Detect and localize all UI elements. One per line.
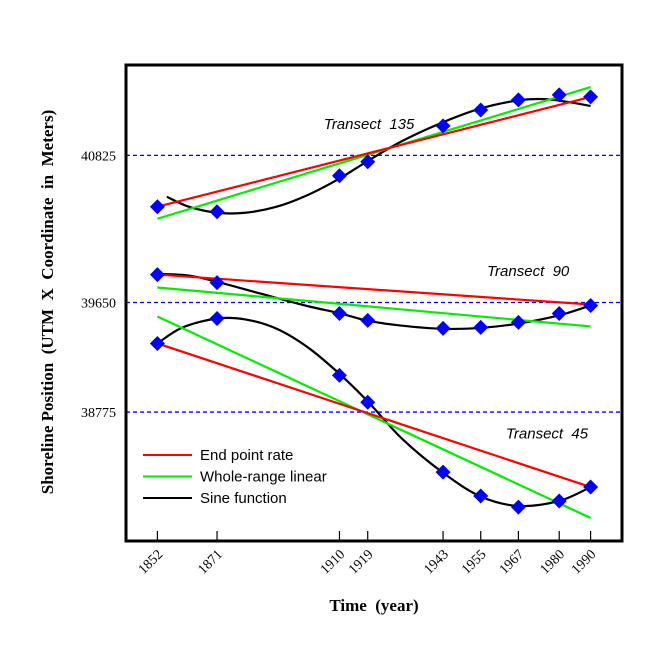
data-point-marker xyxy=(510,92,526,108)
end-point-rate-line xyxy=(157,273,591,306)
y-axis-tick-labels: 40825 39650 38775 xyxy=(81,149,116,421)
data-point-marker xyxy=(360,312,376,328)
data-point-marker xyxy=(583,89,599,105)
data-point-marker xyxy=(551,306,567,322)
data-point-marker xyxy=(360,394,376,410)
data-point-marker xyxy=(510,499,526,515)
x-tick-label: 1990 xyxy=(569,547,599,577)
legend-label: Sine function xyxy=(200,490,287,507)
x-axis-title: Time (year) xyxy=(329,596,418,615)
transect-series xyxy=(156,315,592,519)
whole-range-linear-line xyxy=(156,315,592,519)
x-tick-label: 1871 xyxy=(195,547,225,577)
transect-label: Transect 90 xyxy=(487,263,570,280)
data-point-marker xyxy=(551,87,567,103)
legend: End point rate Whole-range linear Sine fun… xyxy=(143,447,327,507)
legend-label: End point rate xyxy=(200,447,293,464)
reference-lines xyxy=(126,154,622,413)
data-point-marker xyxy=(435,464,451,480)
x-tick-label: 1943 xyxy=(421,547,451,577)
transect-label: Transect 45 xyxy=(506,425,589,442)
x-axis-ticks xyxy=(156,531,592,541)
end-point-rate-line xyxy=(157,342,591,489)
y-tick-label: 38775 xyxy=(81,406,116,421)
data-point-marker xyxy=(331,168,347,184)
y-tick-label: 40825 xyxy=(81,149,116,164)
x-tick-label: 1910 xyxy=(318,547,348,577)
x-tick-label: 1852 xyxy=(136,547,166,577)
data-point-marker xyxy=(149,335,165,351)
data-point-marker xyxy=(209,204,225,220)
x-tick-label: 1967 xyxy=(497,547,527,577)
data-point-marker xyxy=(551,493,567,509)
transect-labels: Transect 135 Transect 90 Transect 45 xyxy=(324,116,589,442)
data-point-marker xyxy=(435,118,451,134)
x-tick-label: 1980 xyxy=(538,547,568,577)
transect-label: Transect 135 xyxy=(324,116,415,133)
x-tick-label: 1955 xyxy=(459,547,489,577)
transect-series xyxy=(157,85,591,220)
legend-label: Whole-range linear xyxy=(200,469,327,486)
data-point-marker xyxy=(435,320,451,336)
data-point-marker xyxy=(583,479,599,495)
plot-frame xyxy=(124,63,624,543)
data-point-marker xyxy=(583,298,599,314)
data-point-marker xyxy=(209,275,225,291)
markers-layer xyxy=(149,87,599,515)
data-point-marker xyxy=(331,367,347,383)
end-point-rate-line xyxy=(157,95,591,208)
data-point-marker xyxy=(331,306,347,322)
y-axis-title: Shoreline Position (UTM X Coordinate in … xyxy=(38,110,57,495)
data-point-marker xyxy=(473,102,489,118)
data-point-marker xyxy=(360,154,376,170)
data-point-marker xyxy=(473,319,489,335)
data-point-marker xyxy=(149,199,165,215)
data-point-marker xyxy=(473,488,489,504)
data-point-marker xyxy=(510,314,526,330)
data-point-marker xyxy=(149,267,165,283)
data-point-marker xyxy=(209,311,225,327)
x-tick-label: 1919 xyxy=(346,547,376,577)
y-tick-label: 39650 xyxy=(81,296,116,311)
